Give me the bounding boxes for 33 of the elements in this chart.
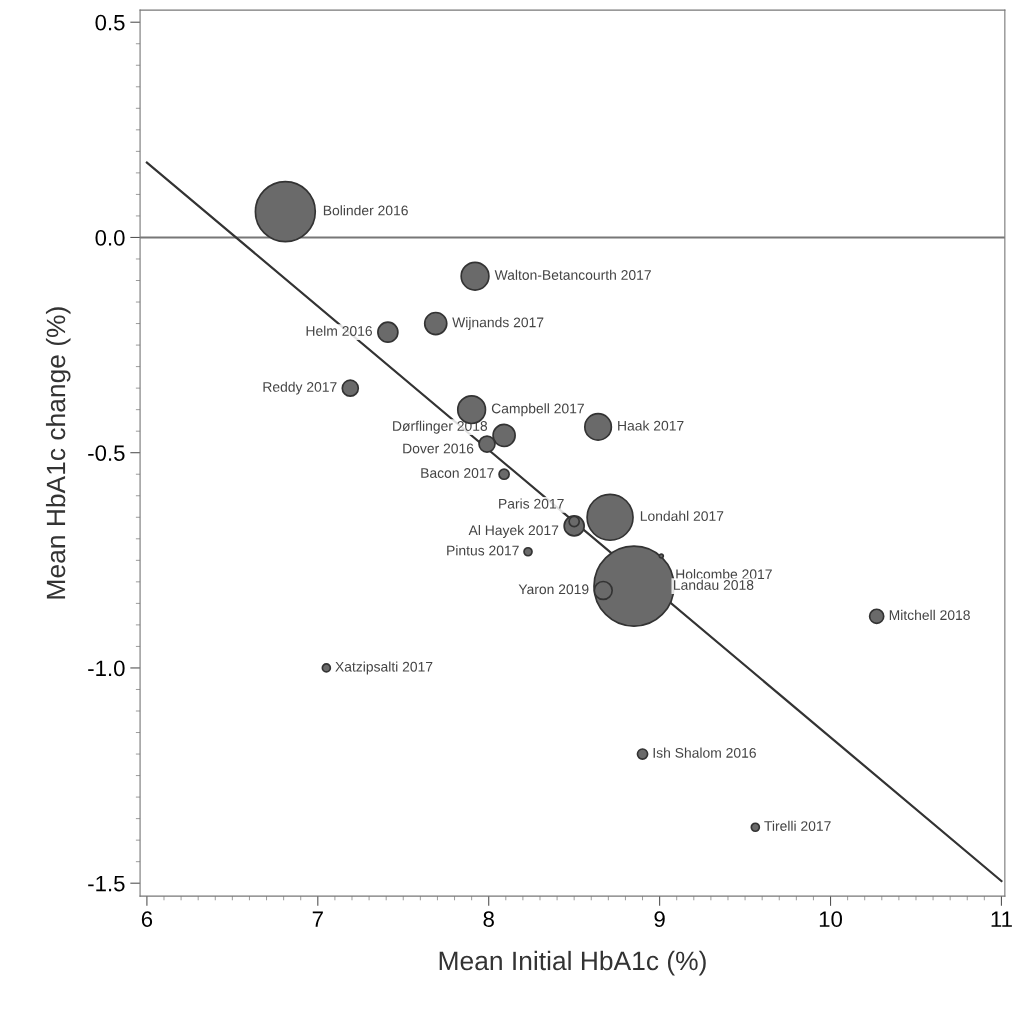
x-tick-label: 9 [654, 911, 665, 928]
annotation: Al Hayek 2017 [468, 524, 559, 538]
annotation: Pintus 2017 [447, 545, 519, 556]
annotation: Campbell 2017 [491, 403, 584, 417]
x-tick-label: 6 [141, 911, 153, 928]
annotation: Dover 2016 [403, 443, 474, 454]
annotation: Londahl 2017 [640, 510, 724, 522]
y-tick-label: -0.5 [88, 445, 125, 461]
annotation: Wijnands 2017 [452, 317, 544, 331]
annotation: Ish Shalom 2016 [653, 747, 756, 758]
annotation: Yaron 2019 [518, 584, 589, 595]
annotation: Tirelli 2017 [764, 820, 831, 831]
annotation: Walton-Betancourth 2017 [494, 269, 651, 280]
annotation: Paris 2017 [499, 498, 564, 509]
y-tick-label: 0.0 [95, 229, 125, 246]
annotation: Reddy 2017 [263, 381, 337, 395]
annotation: Bolinder 2016 [323, 205, 408, 216]
annotation: Mitchell 2018 [889, 609, 970, 621]
y-tick-label: 0.5 [95, 14, 125, 31]
y-axis-title: Mean HbA1c change (%) [45, 307, 71, 599]
annotation: Landau 2018 [674, 579, 754, 590]
annotation: Holcombe 2017 [676, 568, 772, 580]
x-tick-label: 11 [991, 911, 1012, 927]
x-tick-label: 7 [312, 911, 323, 927]
annotation: Xatzipsalti 2017 [335, 661, 433, 675]
x-tick-label: 10 [819, 911, 843, 928]
x-tick-label: 8 [483, 911, 494, 928]
annotation: Helm 2016 [306, 325, 372, 336]
x-axis-title: Mean Initial HbA1c (%) [439, 950, 706, 976]
y-tick-label: -1.5 [88, 875, 125, 892]
annotation: Bacon 2017 [421, 468, 494, 478]
annotation: Haak 2017 [618, 420, 684, 431]
y-tick-label: -1.0 [88, 660, 125, 677]
